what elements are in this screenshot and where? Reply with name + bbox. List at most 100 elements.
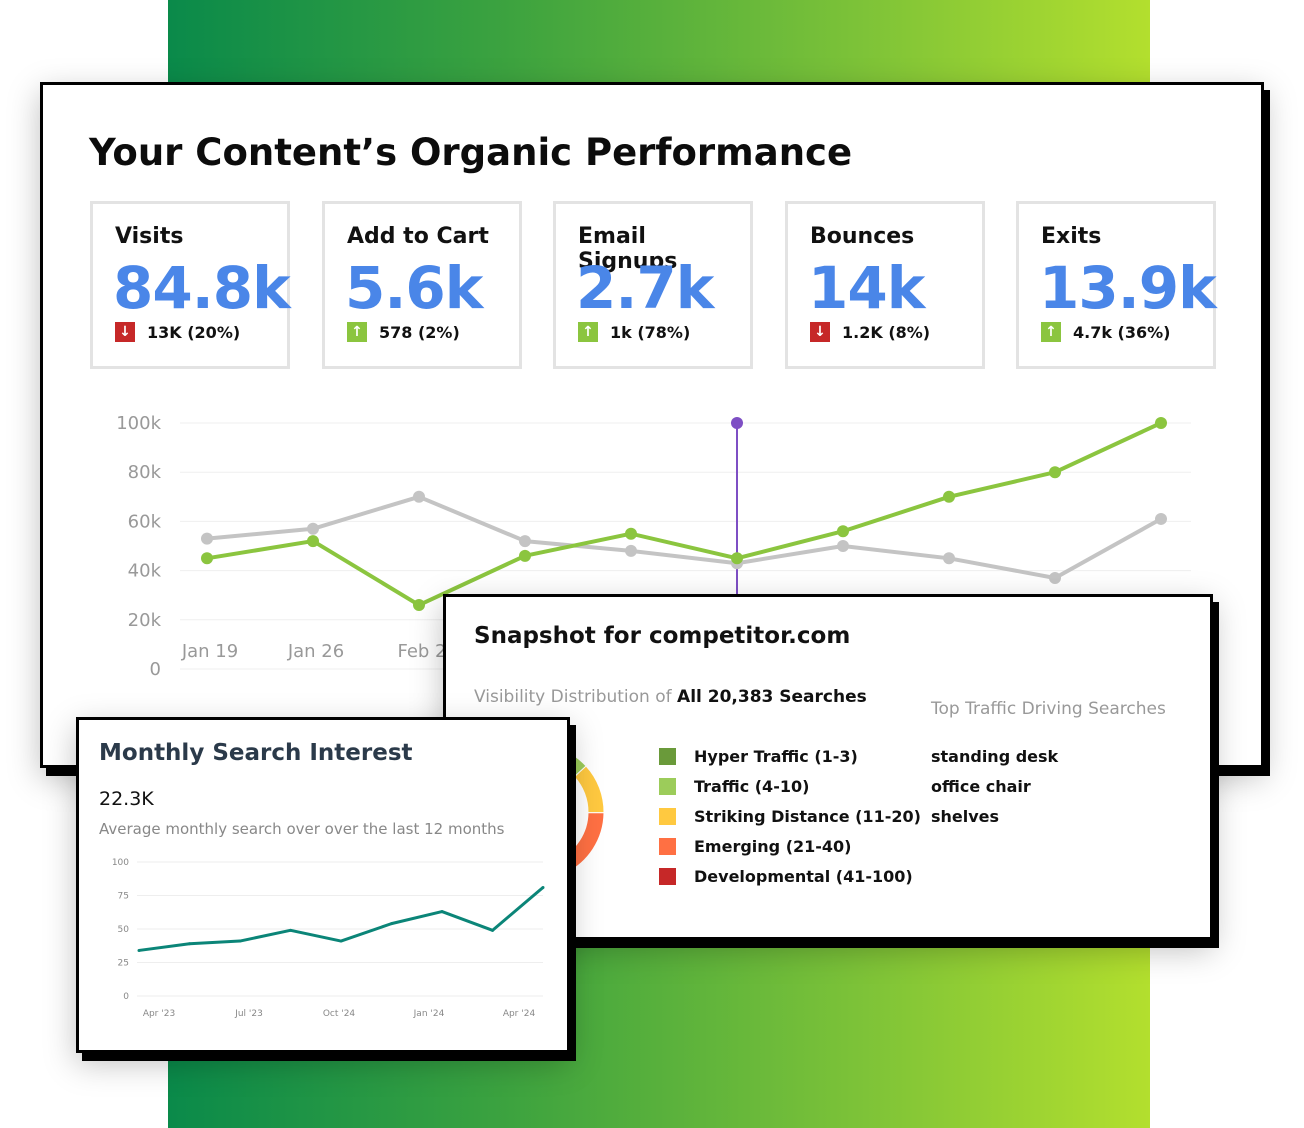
data-point: [837, 525, 849, 538]
legend-item-emerging: Emerging (21-40): [659, 837, 852, 856]
data-point: [625, 544, 637, 557]
metric-delta-text: 578 (2%): [379, 322, 460, 342]
arrow-up-icon: ↑: [347, 322, 367, 342]
legend-swatch: [659, 778, 676, 795]
x-tick-label: Apr '23: [143, 1009, 175, 1019]
visibility-distribution-label: Visibility Distribution of All 20,383 Se…: [474, 687, 867, 707]
organic-performance-card: Your Content’s Organic Performance Visit…: [40, 82, 1264, 768]
y-tick-label: 75: [118, 892, 129, 902]
metric-delta: ↑ 578 (2%): [347, 322, 460, 342]
page-title: Your Content’s Organic Performance: [89, 131, 853, 174]
metric-delta: ↓ 1.2K (8%): [810, 322, 930, 342]
monthly-title: Monthly Search Interest: [99, 740, 413, 766]
metric-delta: ↑ 1k (78%): [578, 322, 690, 342]
y-tick-label: 40k: [128, 561, 162, 582]
metric-card-bounces[interactable]: Bounces 14k ↓ 1.2K (8%): [785, 201, 985, 369]
visibility-total: All 20,383 Searches: [677, 687, 867, 707]
search-term-link[interactable]: office chair: [931, 777, 1031, 796]
metric-card-email-signups[interactable]: Email Signups 2.7k ↑ 1k (78%): [553, 201, 753, 369]
legend-label: Striking Distance (11-20): [694, 807, 921, 826]
x-tick-label: Oct '24: [323, 1009, 356, 1019]
legend-label: Hyper Traffic (1-3): [694, 747, 858, 766]
data-point: [943, 490, 955, 503]
data-point: [837, 540, 849, 552]
data-point: [307, 522, 319, 535]
donut-slice: [566, 812, 605, 874]
data-point: [137, 948, 141, 952]
data-point: [307, 535, 319, 548]
legend-swatch: [659, 748, 676, 765]
snapshot-card: Snapshot for competitor.com Visibility D…: [443, 594, 1213, 940]
legend-label: Emerging (21-40): [694, 837, 852, 856]
data-point: [188, 942, 191, 946]
data-point: [238, 939, 242, 943]
monthly-search-interest-card: Monthly Search Interest 22.3K Average mo…: [76, 717, 570, 1053]
data-point: [413, 490, 425, 503]
legend-item-developmental: Developmental (41-100): [659, 867, 913, 886]
x-tick-label: Jan 19: [181, 641, 238, 662]
legend-item-hyper-traffic: Hyper Traffic (1-3): [659, 747, 858, 766]
x-tick-label: Jan 26: [287, 641, 344, 662]
data-point: [1155, 512, 1167, 525]
y-tick-label: 100k: [116, 413, 161, 434]
monthly-line-chart: 100 75 50 25 0 Apr '23 Jul '23 Oct '24 Jan '24 Ap…: [112, 858, 545, 1019]
series-line-current: [206, 421, 1162, 608]
metric-label: Email Signups: [578, 224, 678, 274]
legend-item-striking-distance: Striking Distance (11-20): [659, 807, 921, 826]
y-tick-label: 100: [112, 858, 129, 868]
data-point: [440, 910, 444, 914]
data-point: [625, 527, 637, 540]
data-point: [201, 552, 213, 565]
y-tick-label: 60k: [128, 511, 162, 532]
arrow-up-icon: ↑: [578, 322, 598, 342]
search-term-link[interactable]: standing desk: [931, 747, 1059, 766]
y-tick-label: 0: [123, 992, 129, 1002]
x-tick-label: Jan '24: [413, 1009, 445, 1019]
y-tick-label: 25: [118, 959, 129, 969]
legend-label: Developmental (41-100): [694, 867, 913, 886]
metric-card-visits[interactable]: Visits 84.8k ↓ 13K (20%): [90, 201, 291, 369]
data-point: [1155, 417, 1167, 429]
data-point: [339, 939, 343, 943]
metric-delta-text: 1k (78%): [610, 322, 691, 342]
top-searches-heading: Top Traffic Driving Searches: [931, 699, 1166, 719]
visibility-prefix: Visibility Distribution of: [474, 687, 678, 707]
data-point: [1049, 571, 1061, 584]
metric-delta-text: 13K (20%): [147, 322, 241, 342]
legend-item-traffic: Traffic (4-10): [659, 777, 809, 796]
metric-value: 5.6k: [345, 254, 483, 322]
metric-label: Add to Cart: [347, 224, 489, 249]
data-point: [943, 552, 955, 565]
metric-delta: ↑ 4.7k (36%): [1041, 322, 1170, 342]
data-point: [519, 535, 531, 548]
metric-card-add-to-cart[interactable]: Add to Cart 5.6k ↑ 578 (2%): [322, 201, 522, 369]
legend-swatch: [659, 838, 676, 855]
data-point: [201, 532, 213, 545]
monthly-value: 22.3K: [99, 788, 154, 810]
data-point: [519, 549, 531, 562]
visibility-donut-chart: [566, 750, 605, 874]
x-tick-label: Apr '24: [503, 1009, 536, 1019]
metric-label: Exits: [1041, 224, 1102, 249]
metric-delta-text: 1.2K (8%): [842, 322, 931, 342]
y-tick-label: 0: [150, 659, 161, 680]
arrow-down-icon: ↓: [810, 322, 830, 342]
x-tick-label: Feb 2: [397, 641, 446, 662]
data-point: [491, 928, 494, 932]
x-tick-label: Jul '23: [234, 1009, 263, 1019]
data-point: [390, 922, 393, 926]
data-point: [1049, 466, 1061, 479]
arrow-up-icon: ↑: [1041, 322, 1061, 342]
metric-card-exits[interactable]: Exits 13.9k ↑ 4.7k (36%): [1016, 201, 1217, 369]
metric-delta-text: 4.7k (36%): [1073, 322, 1171, 342]
search-term-link[interactable]: shelves: [931, 807, 1000, 826]
data-point: [731, 552, 743, 565]
arrow-down-icon: ↓: [115, 322, 135, 342]
metric-value: 13.9k: [1039, 254, 1217, 322]
series-line-previous: [206, 494, 1162, 580]
donut-slice: [573, 765, 605, 814]
metric-value: 2.7k: [576, 254, 714, 322]
legend-swatch: [659, 868, 676, 885]
data-point: [413, 599, 425, 612]
metric-label: Visits: [115, 224, 184, 249]
